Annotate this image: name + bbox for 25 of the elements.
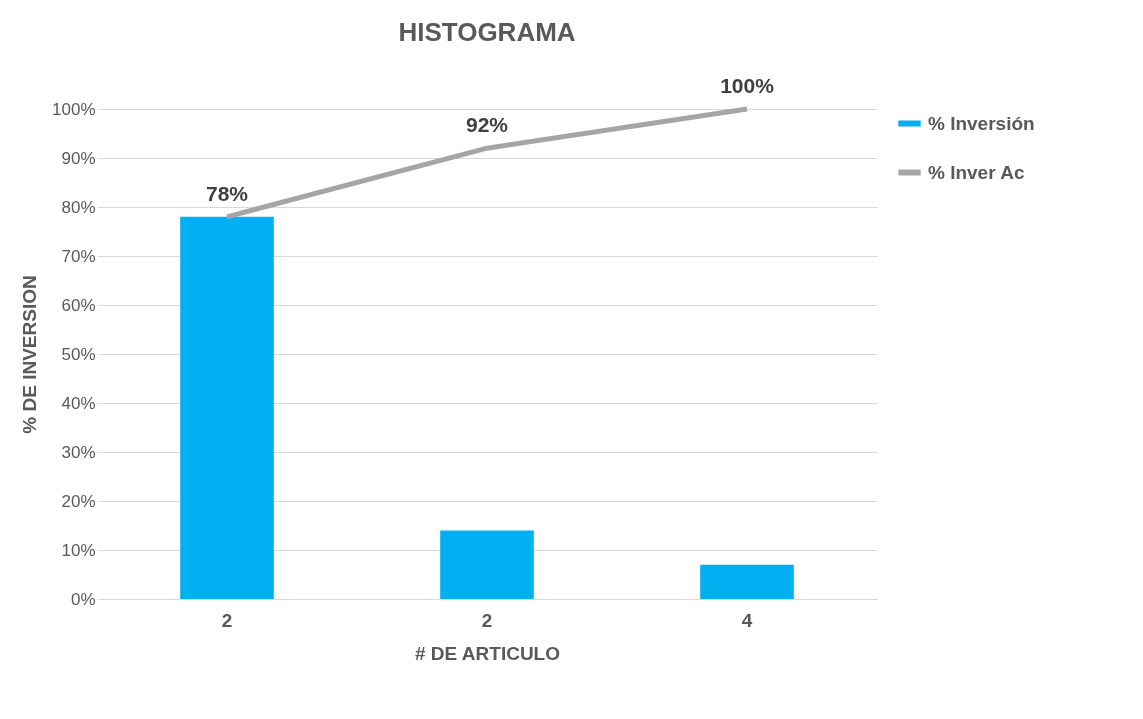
- y-tick-label: 60%: [61, 295, 96, 315]
- y-tick-label: 100%: [52, 99, 96, 119]
- x-tick-label: 2: [481, 609, 493, 631]
- y-tick-label: 0%: [70, 589, 96, 609]
- data-label: 78%: [205, 181, 249, 205]
- y-tick-label: 40%: [61, 393, 96, 413]
- y-tick-label: 10%: [61, 540, 96, 560]
- x-tick-label: 2: [221, 609, 233, 631]
- bar: [440, 530, 534, 599]
- legend-label: % Inver Ac: [928, 161, 1025, 183]
- x-tick-label: 4: [741, 609, 753, 631]
- y-tick-label: 20%: [61, 491, 96, 511]
- legend-label: % Inversión: [928, 112, 1035, 134]
- y-tick-label: 70%: [61, 246, 96, 266]
- y-axis-title: % DE INVERSION: [19, 275, 41, 434]
- y-tick-label: 80%: [61, 197, 96, 217]
- y-tick-label: 50%: [61, 344, 96, 364]
- chart-title: HISTOGRAMA: [398, 17, 576, 47]
- bar: [180, 216, 274, 599]
- x-axis-title: # DE ARTICULO: [415, 642, 560, 664]
- y-tick-label: 30%: [61, 442, 96, 462]
- y-tick-label: 90%: [61, 148, 96, 168]
- data-label: 100%: [720, 74, 775, 97]
- bar: [700, 564, 794, 599]
- data-label: 92%: [465, 113, 509, 137]
